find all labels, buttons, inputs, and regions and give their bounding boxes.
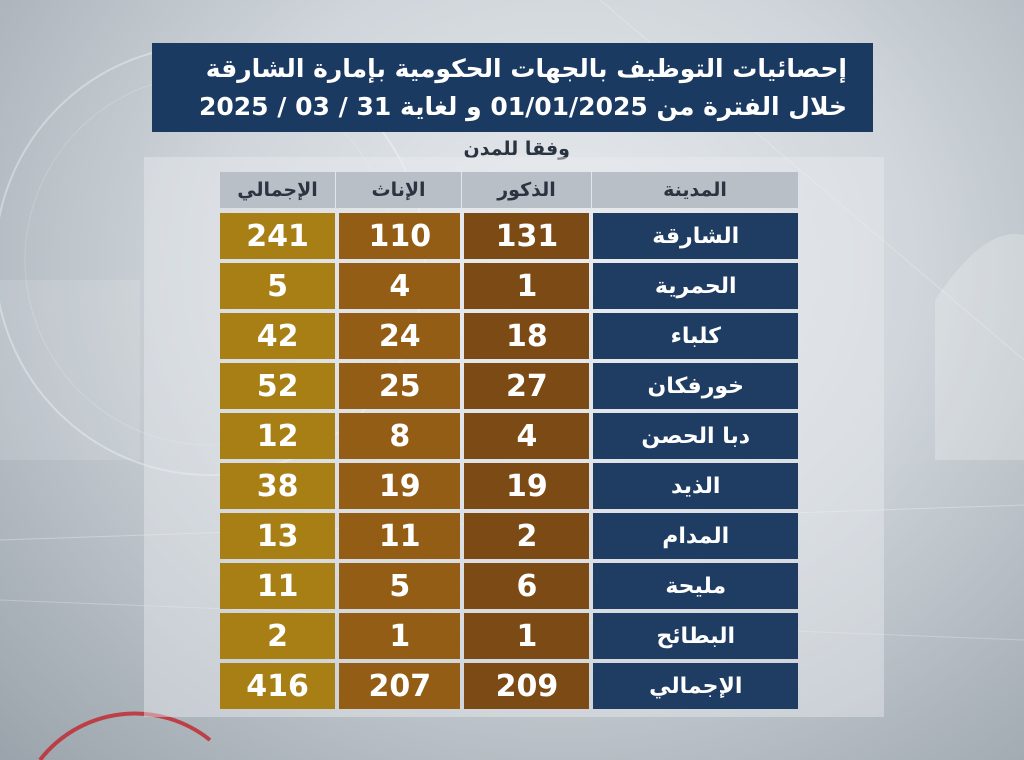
table-row: مليحة 6 5 11 (220, 563, 798, 609)
title-line-1: إحصائيات التوظيف بالجهات الحكومية بإمارة… (205, 53, 847, 83)
header-female: الإناث (336, 172, 462, 208)
table-row: دبا الحصن 4 8 12 (220, 413, 798, 459)
male-cell: 19 (464, 463, 590, 509)
subtitle: وفقا للمدن (463, 138, 571, 160)
title-banner: إحصائيات التوظيف بالجهات الحكومية بإمارة… (152, 43, 873, 132)
total-cell: 12 (220, 413, 336, 459)
city-cell: دبا الحصن (593, 413, 798, 459)
total-cell: 52 (220, 363, 336, 409)
city-cell: مليحة (593, 563, 798, 609)
total-cell: 13 (220, 513, 336, 559)
table-row: الذيد 19 19 38 (220, 463, 798, 509)
male-cell: 1 (464, 613, 590, 659)
city-cell: البطائح (593, 613, 798, 659)
female-cell: 1 (339, 613, 461, 659)
female-cell: 207 (339, 663, 461, 709)
female-cell: 5 (339, 563, 461, 609)
city-cell: خورفكان (593, 363, 798, 409)
header-total: الإجمالي (220, 172, 336, 208)
male-cell: 6 (464, 563, 590, 609)
male-cell: 1 (464, 263, 590, 309)
table-row: خورفكان 27 25 52 (220, 363, 798, 409)
table-row: كلباء 18 24 42 (220, 313, 798, 359)
header-male: الذكور (462, 172, 592, 208)
male-cell: 131 (464, 213, 590, 259)
city-cell: المدام (593, 513, 798, 559)
city-cell: الإجمالي (593, 663, 798, 709)
female-cell: 24 (339, 313, 461, 359)
male-cell: 18 (464, 313, 590, 359)
table-row: المدام 2 11 13 (220, 513, 798, 559)
female-cell: 25 (339, 363, 461, 409)
city-cell: الحمرية (593, 263, 798, 309)
table-row: الحمرية 1 4 5 (220, 263, 798, 309)
table-total-row: الإجمالي 209 207 416 (220, 663, 798, 709)
table-body: الشارقة 131 110 241 الحمرية 1 4 5 كلباء … (220, 213, 798, 713)
total-cell: 2 (220, 613, 336, 659)
female-cell: 11 (339, 513, 461, 559)
male-cell: 2 (464, 513, 590, 559)
female-cell: 8 (339, 413, 461, 459)
table-row: الشارقة 131 110 241 (220, 213, 798, 259)
table-header: المدينة الذكور الإناث الإجمالي (220, 172, 798, 208)
total-cell: 416 (220, 663, 336, 709)
total-cell: 241 (220, 213, 336, 259)
city-cell: الشارقة (593, 213, 798, 259)
female-cell: 19 (339, 463, 461, 509)
table-row: البطائح 1 1 2 (220, 613, 798, 659)
total-cell: 38 (220, 463, 336, 509)
header-city: المدينة (663, 179, 727, 201)
male-cell: 4 (464, 413, 590, 459)
female-cell: 4 (339, 263, 461, 309)
city-cell: الذيد (593, 463, 798, 509)
male-cell: 209 (464, 663, 590, 709)
title-line-2: خلال الفترة من 01/01/2025 و لغاية 31 / 0… (198, 91, 847, 121)
female-cell: 110 (339, 213, 461, 259)
city-cell: كلباء (593, 313, 798, 359)
total-cell: 5 (220, 263, 336, 309)
male-cell: 27 (464, 363, 590, 409)
total-cell: 11 (220, 563, 336, 609)
total-cell: 42 (220, 313, 336, 359)
